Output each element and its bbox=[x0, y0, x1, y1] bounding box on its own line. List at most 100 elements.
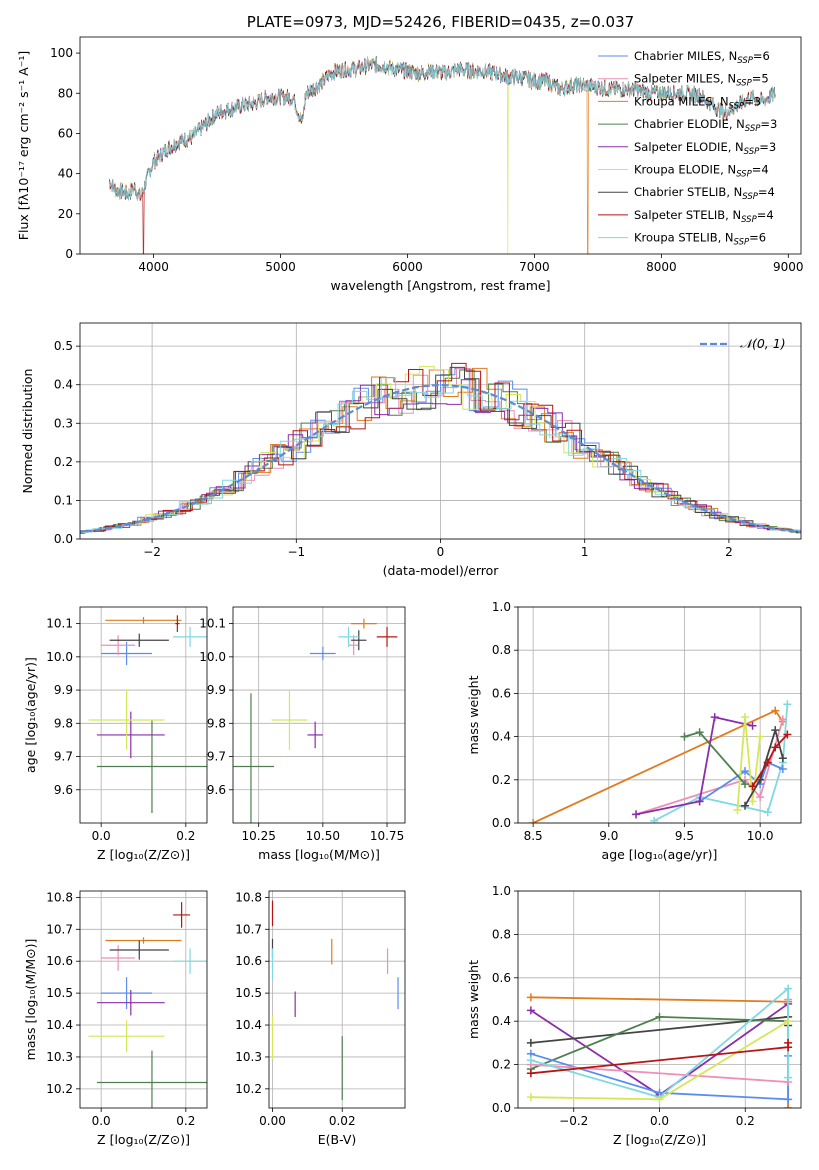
y-tick-label: 1.0 bbox=[492, 884, 511, 898]
weight-marker bbox=[695, 728, 704, 737]
axes-frame bbox=[79, 890, 208, 1109]
y-tick-label: 40 bbox=[58, 167, 73, 181]
y-tick-label: 0.8 bbox=[492, 643, 511, 657]
weight-marker bbox=[741, 780, 750, 789]
legend-entry: Salpeter MILES, NSSP=5 bbox=[634, 72, 769, 89]
y-tick-label: 0.3 bbox=[54, 416, 73, 430]
legend-label: Chabrier STELIB, N bbox=[634, 185, 742, 199]
legend-label: Chabrier MILES, N bbox=[634, 49, 737, 63]
y-tick-label: 9.7 bbox=[54, 750, 73, 764]
x-axis-label: (data-model)/error bbox=[383, 563, 500, 578]
weight-marker bbox=[784, 1038, 793, 1047]
weight-marker bbox=[763, 758, 772, 767]
weight-marker bbox=[695, 797, 704, 806]
spectrum-line-kroupa-elodie bbox=[108, 57, 776, 254]
y-tick-label: 10.4 bbox=[235, 1018, 262, 1032]
legend-sub: SSP bbox=[745, 124, 761, 134]
plot-area bbox=[88, 615, 207, 814]
plot-area bbox=[108, 55, 776, 254]
legend-n: =3 bbox=[744, 94, 761, 108]
x-tick-label: 2 bbox=[725, 545, 733, 559]
axes-frame bbox=[232, 606, 406, 824]
y-tick-label: 20 bbox=[58, 207, 73, 221]
y-tick-label: 60 bbox=[58, 126, 73, 140]
errorbar-point bbox=[105, 616, 182, 624]
y-tick-label: 10.5 bbox=[46, 986, 73, 1000]
legend-sub: SSP bbox=[736, 170, 752, 180]
axes-frame bbox=[268, 890, 406, 1109]
errorbar-point bbox=[310, 646, 336, 661]
x-tick-label: 9.5 bbox=[675, 829, 694, 843]
errorbar-point bbox=[105, 937, 182, 944]
x-tick-label: 9.0 bbox=[599, 829, 618, 843]
y-axis-label: mass weight bbox=[466, 675, 481, 754]
x-axis-label: Z [log₁₀(Z/Z⊙)] bbox=[97, 1132, 190, 1147]
errorbar-point bbox=[96, 989, 165, 1016]
spectrum-line-salpeter-stelib bbox=[108, 59, 776, 254]
weight-marker bbox=[784, 1017, 793, 1026]
legend-label: Kroupa MILES, N bbox=[634, 94, 729, 108]
weight-marker bbox=[783, 700, 792, 709]
axes-frame bbox=[517, 606, 802, 824]
legend-n: =4 bbox=[752, 163, 769, 177]
errorbar-point bbox=[307, 721, 323, 749]
y-tick-label: 0.4 bbox=[54, 378, 73, 392]
errorbar-point bbox=[96, 711, 165, 759]
panel-weight-vs-age: 8.5 9.0 9.5 10.0 0.0 0.2 0.4 0.6 0.8 1.0 age [log₁… bbox=[466, 600, 802, 862]
weight-marker bbox=[710, 713, 719, 722]
plot-area bbox=[529, 700, 792, 823]
y-tick-label: 10.4 bbox=[46, 1018, 73, 1032]
weight-marker bbox=[778, 754, 787, 763]
grid bbox=[233, 607, 405, 823]
weight-marker bbox=[778, 715, 787, 724]
x-tick-label: 5000 bbox=[265, 260, 296, 274]
x-tick-label: 8000 bbox=[646, 260, 677, 274]
weight-line-kroupa-elodie bbox=[736, 717, 761, 811]
weight-marker bbox=[526, 1038, 535, 1047]
plot-area bbox=[80, 362, 801, 534]
weight-marker bbox=[784, 984, 793, 993]
y-tick-label: 10.7 bbox=[235, 922, 262, 936]
x-tick-label: 0.2 bbox=[176, 829, 195, 843]
x-tick-label: 6000 bbox=[392, 260, 423, 274]
legend-n: =6 bbox=[749, 231, 766, 245]
panel-age-vs-Z: 0.0 0.2 9.6 9.7 9.8 9.9 10.0 10.1 Z [log₁₀(Z/Z⊙)… bbox=[23, 606, 208, 862]
x-tick-label: 10.75 bbox=[370, 829, 404, 843]
y-tick-label: 0.0 bbox=[492, 1101, 511, 1115]
weight-marker bbox=[741, 801, 750, 810]
y-tick-label: 9.9 bbox=[207, 683, 226, 697]
errorbar-point bbox=[101, 977, 152, 1010]
y-axis-label: mass [log₁₀(M/M⊙)] bbox=[23, 939, 38, 1061]
y-tick-label: 10.2 bbox=[46, 1082, 73, 1096]
plot-area bbox=[526, 984, 793, 1108]
legend-entry: Chabrier MILES, NSSP=6 bbox=[634, 49, 770, 66]
y-axis-label: Flux [fλ10⁻¹⁷ erg cm⁻² s⁻¹ A⁻¹] bbox=[16, 51, 31, 240]
x-tick-label: 0.0 bbox=[650, 1114, 669, 1128]
x-tick-label: −2 bbox=[143, 545, 161, 559]
errorbar-point bbox=[88, 1020, 165, 1053]
x-axis-label: age [log₁₀(age/yr)] bbox=[602, 847, 718, 862]
legend-n: =5 bbox=[752, 72, 769, 86]
y-tick-label: 9.7 bbox=[207, 750, 226, 764]
plot-area bbox=[88, 902, 207, 1108]
errorbar-point bbox=[109, 940, 169, 960]
grid bbox=[80, 607, 207, 823]
legend-entry: Chabrier STELIB, NSSP=4 bbox=[634, 185, 775, 202]
grid bbox=[518, 606, 801, 824]
y-tick-label: 0.5 bbox=[54, 339, 73, 353]
weight-marker bbox=[771, 706, 780, 715]
weight-marker bbox=[748, 721, 757, 730]
x-tick-label: 0.02 bbox=[329, 1114, 356, 1128]
y-tick-label: 10.6 bbox=[46, 954, 73, 968]
weight-marker bbox=[526, 1056, 535, 1065]
x-tick-label: 9000 bbox=[773, 260, 804, 274]
errorbar-point bbox=[351, 618, 377, 629]
x-tick-label: 8.5 bbox=[524, 829, 543, 843]
y-tick-label: 10.6 bbox=[235, 954, 262, 968]
weight-marker bbox=[526, 1069, 535, 1078]
legend-n: =4 bbox=[757, 208, 774, 222]
legend-n: =3 bbox=[760, 117, 777, 131]
grid bbox=[269, 891, 405, 1108]
x-tick-label: −0.2 bbox=[559, 1114, 588, 1128]
